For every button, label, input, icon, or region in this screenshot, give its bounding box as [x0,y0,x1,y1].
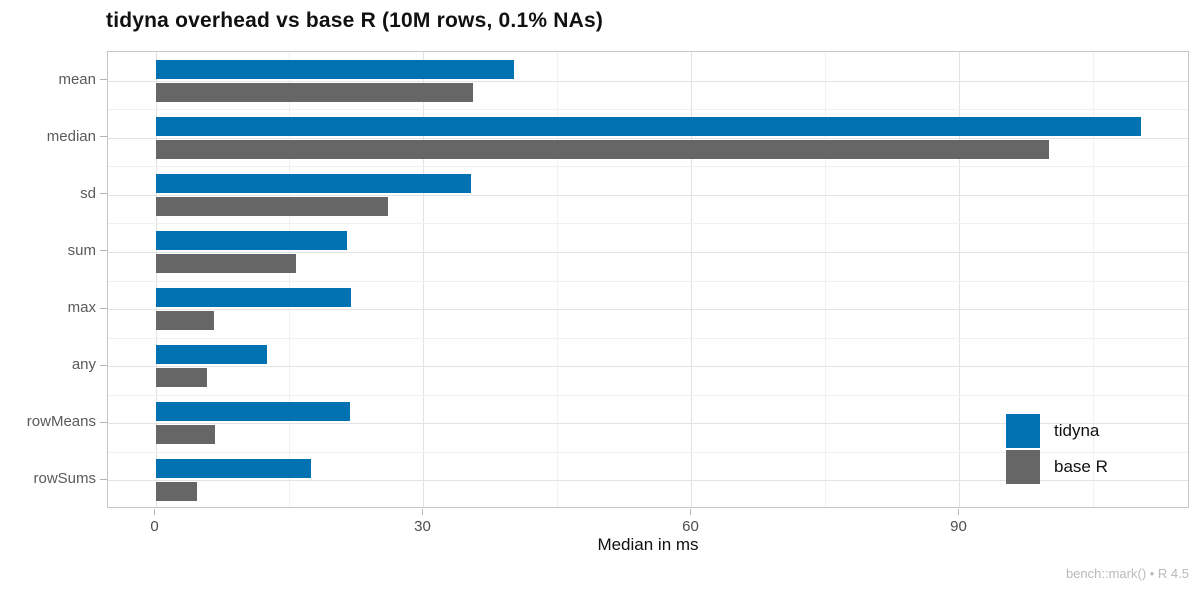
gridline-minor-75 [825,52,827,507]
bar-tidyna-sd [155,173,471,193]
y-tick-label-max: max [67,299,96,317]
gridline-row-sep [108,223,1188,225]
x-tick-label-60: 60 [682,518,699,535]
y-tick-any [100,364,107,366]
gridline-row-sep [108,451,1188,453]
y-tick-label-rowSums: rowSums [33,470,96,488]
gridline-row-median [108,137,1188,139]
gridline-row-sep [108,337,1188,339]
bar-tidyna-rowSums [155,459,311,479]
x-axis-title: Median in ms [597,535,699,554]
plot-panel [107,51,1189,508]
y-tick-label-mean: mean [58,70,96,88]
x-tick-label-90: 90 [950,518,967,535]
gridline-row-any [108,366,1188,368]
legend-entry-base-R: base R [1006,450,1108,484]
y-tick-rowSums [100,478,107,480]
y-tick-median [100,136,107,138]
y-tick-label-median: median [46,127,96,145]
bar-base-R-rowMeans [155,425,216,445]
legend-key-base-R [1006,450,1040,484]
gridline-major-30 [423,52,425,507]
gridline-minor-45 [557,52,559,507]
y-tick-mean [100,79,107,81]
y-tick-label-sum: sum [67,241,96,259]
y-tick-rowMeans [100,421,107,423]
gridline-row-rowSums [108,480,1188,482]
y-tick-sd [100,193,107,195]
gridline-row-sep [108,166,1188,168]
x-tick-0 [154,509,155,515]
bar-base-R-rowSums [155,482,198,502]
gridline-row-rowMeans [108,423,1188,425]
bar-tidyna-any [155,345,268,365]
gridline-major-60 [691,52,693,507]
chart-title: tidyna overhead vs base R (10M rows, 0.1… [106,9,604,32]
y-tick-max [100,307,107,309]
x-tick-label-30: 30 [414,518,431,535]
legend-label-base-R: base R [1054,457,1108,476]
bar-base-R-sd [155,196,388,216]
chart-caption: bench::mark() • R 4.5 [1065,566,1189,581]
gridline-major-0 [155,52,157,507]
gridline-row-sep [108,109,1188,111]
gridline-row-sd [108,194,1188,196]
legend-key-tidyna [1006,414,1040,448]
gridline-minor-105 [1093,52,1095,507]
y-tick-label-any: any [71,356,96,374]
gridline-row-sum [108,251,1188,253]
bar-tidyna-sum [155,230,347,250]
bar-base-R-any [155,368,208,388]
y-tick-sum [100,250,107,252]
bar-base-R-sum [155,253,296,273]
bar-tidyna-median [155,116,1141,136]
legend: tidyna base R [1006,414,1108,484]
x-tick-30 [421,509,423,515]
gridline-minor-15 [289,52,291,507]
bar-tidyna-max [155,288,352,308]
legend-entry-tidyna: tidyna [1006,414,1108,448]
gridline-row-max [108,309,1188,311]
bar-base-R-max [155,311,215,331]
bar-tidyna-mean [155,59,514,79]
gridline-row-mean [108,80,1188,82]
bar-base-R-mean [155,82,473,102]
bar-tidyna-rowMeans [155,402,351,422]
bar-base-R-median [155,139,1049,159]
gridline-row-sep [108,280,1188,282]
gridline-major-90 [959,52,961,507]
gridline-row-sep [108,394,1188,396]
y-tick-label-rowMeans: rowMeans [26,413,96,431]
x-tick-90 [957,509,959,515]
y-tick-label-sd: sd [80,184,96,202]
x-tick-label-0: 0 [150,518,159,535]
legend-label-tidyna: tidyna [1054,421,1100,440]
x-tick-60 [689,509,691,515]
